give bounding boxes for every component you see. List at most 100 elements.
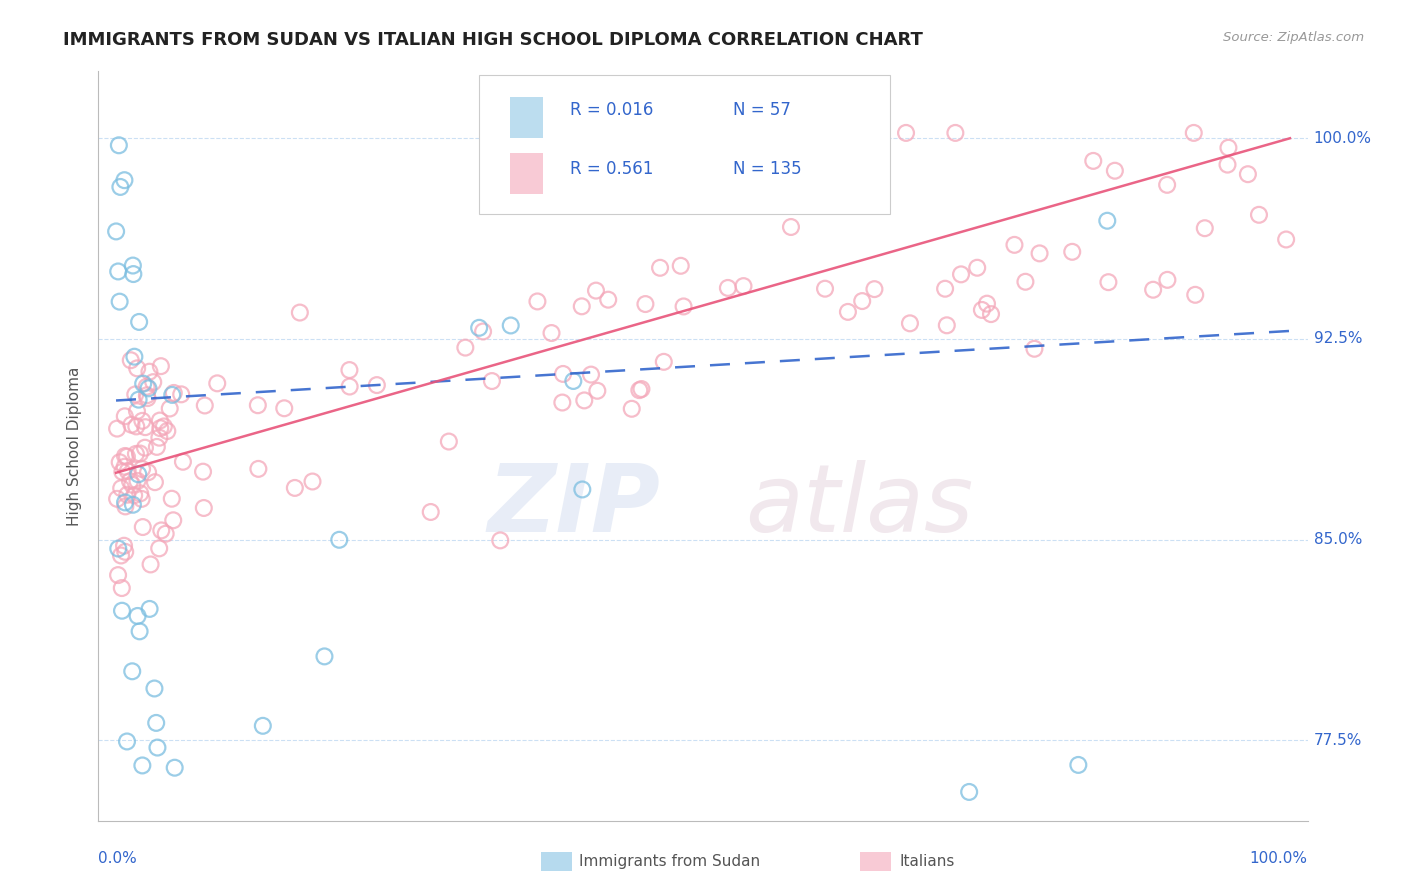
Point [540,326,562,340]
Text: R = 0.016: R = 0.016 [569,101,654,119]
Point [160,388,183,402]
Point [1216,158,1239,172]
Point [127,474,149,488]
Point [121,477,143,491]
Point [143,475,166,490]
Point [124,387,146,401]
Text: 100.0%: 100.0% [1250,851,1308,865]
Point [943,126,966,140]
Text: N = 57: N = 57 [734,101,792,119]
Point [1083,153,1105,168]
Point [1156,273,1178,287]
Point [1142,283,1164,297]
Point [114,495,136,509]
Point [125,419,148,434]
Point [127,361,149,376]
Point [105,224,128,238]
Point [863,282,886,296]
Point [1024,342,1046,356]
Point [284,481,307,495]
Point [1097,213,1119,227]
Point [132,376,155,391]
Point [155,526,177,541]
Point [115,734,138,748]
Point [107,541,129,556]
Y-axis label: High School Diploma: High School Diploma [67,367,83,525]
Text: Source: ZipAtlas.com: Source: ZipAtlas.com [1223,31,1364,45]
Point [128,392,150,407]
Point [247,462,270,476]
Point [110,549,132,563]
Point [105,491,128,506]
Point [780,219,803,234]
Point [129,446,152,460]
Point [957,785,980,799]
Point [156,424,179,438]
Point [717,281,740,295]
Point [301,475,323,489]
Point [1067,758,1090,772]
Point [574,393,596,408]
Point [131,462,153,476]
Point [111,465,134,479]
Point [136,465,159,479]
Point [120,417,142,432]
Point [288,305,311,319]
Point [634,297,657,311]
Point [562,374,585,388]
Point [1247,208,1270,222]
Bar [509,97,543,138]
Point [314,649,336,664]
Point [733,279,755,293]
Point [139,558,162,572]
Point [1237,167,1260,181]
Point [132,520,155,534]
Point [142,375,165,389]
Point [107,568,129,582]
Point [585,284,607,298]
Point [108,294,131,309]
Point [105,831,128,846]
Point [468,321,491,335]
Bar [509,153,543,194]
Point [246,398,269,412]
Point [114,500,136,514]
Point [807,128,830,143]
Point [747,179,769,194]
Point [526,294,548,309]
Point [122,498,145,512]
Point [110,481,132,495]
Point [586,384,609,398]
Point [127,467,149,482]
Point [148,431,170,445]
Point [114,449,136,463]
Point [339,363,361,377]
Point [935,318,957,333]
Point [628,383,651,397]
Point [499,318,522,333]
Point [138,602,160,616]
Point [110,180,132,194]
Point [252,719,274,733]
Point [117,488,139,502]
Point [454,341,477,355]
Point [1218,141,1240,155]
Point [131,414,153,428]
Text: Italians: Italians [900,855,955,869]
Point [163,761,186,775]
Point [1097,275,1119,289]
Point [138,381,160,395]
Point [652,355,675,369]
Point [135,380,157,394]
Point [328,533,350,547]
Point [273,401,295,416]
Point [122,488,145,502]
Point [172,455,194,469]
Point [134,420,156,434]
Point [1275,232,1298,246]
Point [419,505,441,519]
Point [150,524,173,538]
Point [111,581,134,595]
Point [934,282,956,296]
Point [122,259,145,273]
